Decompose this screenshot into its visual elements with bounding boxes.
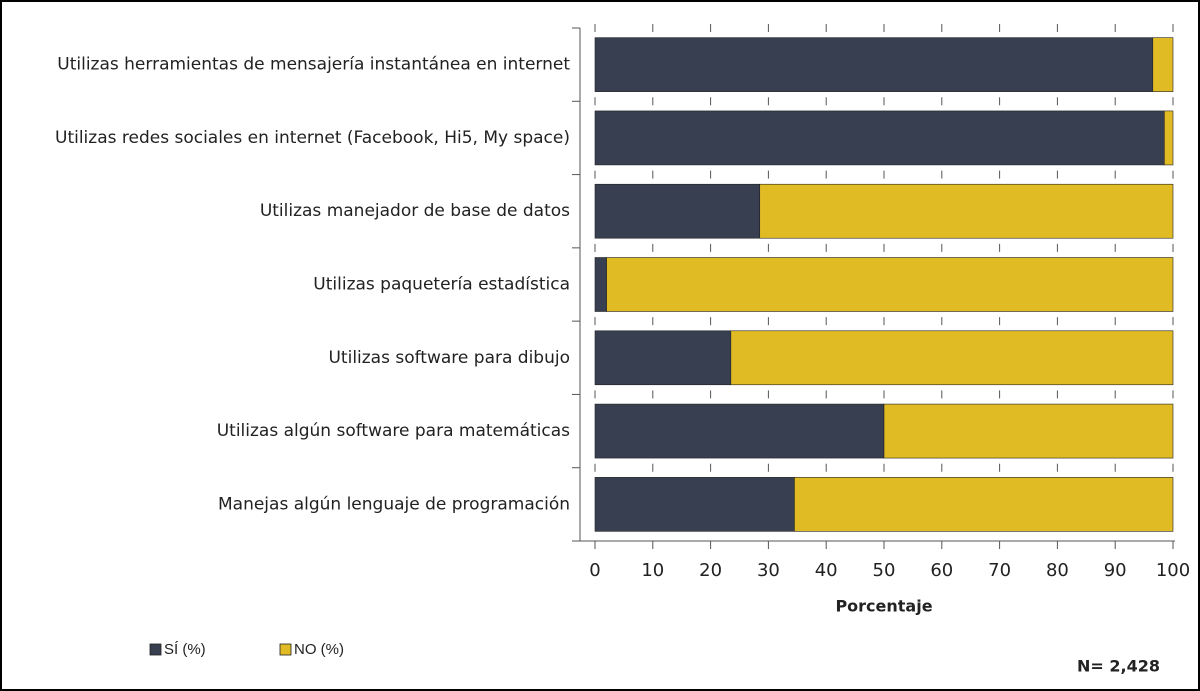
- bar-segment: [594, 403, 885, 459]
- category-label: Utilizas software para dibujo: [328, 348, 570, 368]
- legend-swatch: [149, 643, 162, 656]
- category-label: Manejas algún lenguaje de programación: [218, 494, 570, 514]
- x-tick-label: 50: [873, 560, 896, 581]
- legend-label: SÍ (%): [164, 641, 206, 658]
- bar-segment: [594, 37, 1154, 92]
- bar-segment: [606, 257, 1174, 312]
- x-tick-label: 60: [930, 560, 953, 581]
- x-tick-label: 30: [757, 560, 780, 581]
- bar-segment: [594, 183, 761, 239]
- x-tick-label: 40: [815, 560, 838, 581]
- category-label: Utilizas paquetería estadística: [313, 275, 570, 295]
- bar-segment: [794, 477, 1174, 532]
- label-line: Utilizas paquetería estadística: [313, 275, 570, 295]
- label-line: Utilizas algún software para matemáticas: [217, 421, 570, 441]
- bar-segment: [594, 477, 795, 532]
- x-tick-label: 10: [641, 560, 664, 581]
- x-tick-label: 100: [1156, 560, 1190, 581]
- label-line: Utilizas manejador de base de datos: [260, 201, 570, 221]
- bar-segment: [1164, 110, 1174, 166]
- category-label: Utilizas herramientas de mensajería inst…: [57, 55, 570, 75]
- x-tick-label: 20: [699, 560, 722, 581]
- bar-segment: [594, 110, 1165, 166]
- label-line: Utilizas software para dibujo: [328, 348, 570, 368]
- category-label: Utilizas manejador de base de datos: [260, 201, 570, 221]
- category-label: Utilizas redes sociales en internet (Fac…: [55, 128, 570, 148]
- category-label: Utilizas algún software para matemáticas: [217, 421, 570, 441]
- x-tick-label: 90: [1104, 560, 1127, 581]
- bar-segment: [594, 257, 607, 312]
- label-line: Utilizas redes sociales en internet (Fac…: [55, 128, 570, 148]
- annotation: N= 2,428: [1077, 657, 1160, 676]
- x-tick-label: 70: [988, 560, 1011, 581]
- x-tick-label: 0: [589, 560, 600, 581]
- legend-label: NO (%): [294, 641, 344, 658]
- x-tick-label: 80: [1046, 560, 1069, 581]
- bar-segment: [730, 330, 1174, 386]
- legend-swatch: [279, 643, 292, 656]
- bar-segment: [1152, 37, 1174, 92]
- label-line: Manejas algún lenguaje de programación: [218, 494, 570, 514]
- bar-segment: [759, 183, 1174, 239]
- bar-segment: [594, 330, 732, 386]
- x-axis-label: Porcentaje: [835, 597, 932, 616]
- bar-segment: [883, 403, 1174, 459]
- label-line: Utilizas herramientas de mensajería inst…: [57, 55, 570, 75]
